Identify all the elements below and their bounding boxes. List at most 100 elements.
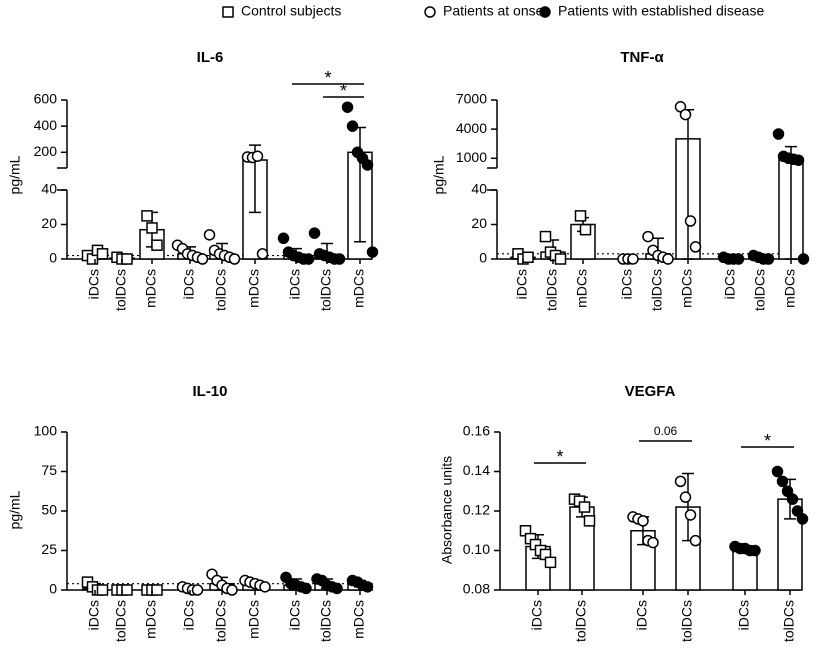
data-point <box>679 491 692 503</box>
x-tick-label: mDCs <box>679 269 695 308</box>
data-point <box>771 465 784 478</box>
data-point <box>228 253 241 265</box>
data-point <box>574 210 587 222</box>
data-point <box>341 101 354 113</box>
y-tick-label: 1000 <box>456 149 487 165</box>
y-axis-label: pg/mL <box>7 490 23 529</box>
data-point <box>203 229 216 241</box>
data-point <box>141 210 153 222</box>
x-tick-label: mDCs <box>246 600 262 639</box>
data-point <box>627 253 639 265</box>
y-tick-label: 20 <box>471 215 487 231</box>
x-tick-label: iDCs <box>514 269 530 299</box>
x-tick-label: tolDCs <box>649 269 665 311</box>
legend-marker <box>539 6 551 18</box>
data-point <box>96 584 109 596</box>
y-tick-label: 600 <box>34 91 58 107</box>
data-point <box>579 223 592 236</box>
data-point <box>796 513 809 525</box>
data-point <box>749 544 761 557</box>
data-point <box>762 253 775 265</box>
x-tick-label: iDCs <box>287 600 303 630</box>
data-point <box>196 253 209 265</box>
y-tick-label: 0.08 <box>463 581 490 597</box>
data-point <box>259 581 271 593</box>
data-point <box>361 581 374 593</box>
data-point <box>776 475 789 488</box>
data-point <box>679 108 692 121</box>
x-tick-label: iDCs <box>619 269 635 299</box>
x-tick-label: tolDCs <box>113 269 129 311</box>
y-tick-label: 400 <box>34 117 58 133</box>
y-tick-label: 200 <box>34 143 58 159</box>
data-point <box>308 227 321 239</box>
chart-title: IL-10 <box>192 383 227 400</box>
x-tick-label: iDCs <box>736 600 752 630</box>
x-tick-label: mDCs <box>574 269 590 308</box>
x-tick-label: mDCs <box>143 269 159 308</box>
data-point <box>583 515 596 527</box>
y-tick-label: 50 <box>41 502 57 518</box>
data-point <box>146 222 158 234</box>
data-point <box>96 248 109 260</box>
x-tick-label: mDCs <box>782 269 798 308</box>
data-point <box>151 584 163 596</box>
data-point <box>786 493 799 505</box>
significance-label: 0.06 <box>654 424 678 438</box>
x-tick-label: tolDCs <box>213 600 229 642</box>
legend-label: Control subjects <box>241 3 341 19</box>
y-tick-label: 20 <box>41 215 57 231</box>
data-point <box>544 556 557 569</box>
x-tick-label: mDCs <box>351 600 367 639</box>
chart-title: TNF-α <box>620 49 664 66</box>
data-point <box>300 582 312 595</box>
data-point <box>522 251 534 264</box>
data-point <box>121 253 133 265</box>
y-axis-label: pg/mL <box>7 155 23 194</box>
x-tick-label: iDCs <box>86 600 102 630</box>
legend-label: Patients at onset <box>443 3 547 19</box>
y-tick-label: 25 <box>41 541 57 557</box>
data-point <box>539 230 552 243</box>
data-point <box>732 253 745 265</box>
data-point <box>346 120 359 132</box>
y-tick-label: 75 <box>41 462 57 478</box>
x-tick-label: tolDCs <box>544 269 560 311</box>
y-tick-label: 40 <box>41 181 57 197</box>
x-tick-label: tolDCs <box>318 600 334 642</box>
x-tick-label: tolDCs <box>318 269 334 311</box>
data-point <box>191 584 204 596</box>
x-tick-label: tolDCs <box>113 600 129 642</box>
data-point <box>251 150 264 162</box>
data-point <box>797 253 810 265</box>
x-tick-label: mDCs <box>246 269 262 308</box>
significance-label: * <box>556 447 563 467</box>
data-point <box>151 239 163 251</box>
x-tick-label: iDCs <box>634 600 650 630</box>
axis-break <box>487 167 497 191</box>
data-point <box>792 154 805 166</box>
data-point <box>302 253 315 265</box>
chart-title: IL-6 <box>197 49 224 66</box>
data-point <box>331 582 343 595</box>
x-tick-label: tolDCs <box>679 600 695 642</box>
data-point <box>256 248 269 260</box>
x-tick-label: tolDCs <box>213 269 229 311</box>
data-point <box>781 485 794 497</box>
data-point <box>689 241 702 253</box>
x-tick-label: iDCs <box>86 269 102 299</box>
data-point <box>277 232 290 245</box>
x-tick-label: iDCs <box>529 600 545 630</box>
y-tick-label: 7000 <box>456 91 487 107</box>
data-point <box>366 246 379 258</box>
y-tick-label: 0 <box>49 250 57 266</box>
data-point <box>647 536 659 549</box>
data-point <box>361 159 374 171</box>
data-point <box>772 128 785 140</box>
chart-title: VEGFA <box>625 383 676 400</box>
x-tick-label: iDCs <box>287 269 303 299</box>
data-point <box>674 475 687 488</box>
data-point <box>684 215 697 227</box>
data-point <box>554 253 567 265</box>
